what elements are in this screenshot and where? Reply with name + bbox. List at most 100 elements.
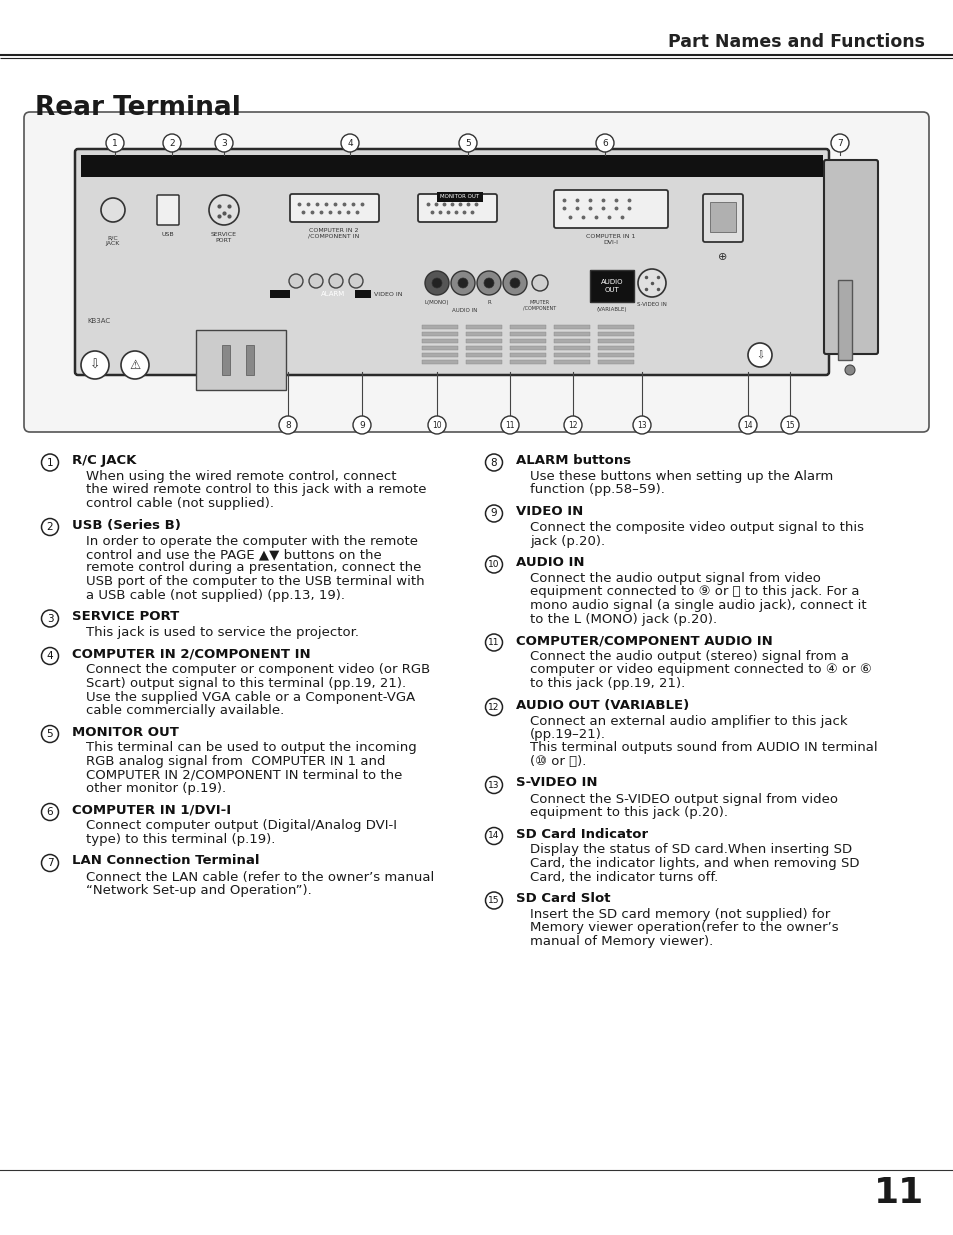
Text: other monitor (p.19).: other monitor (p.19). <box>86 782 226 795</box>
Bar <box>421 346 457 350</box>
Circle shape <box>428 416 446 433</box>
Text: computer or video equipment connected to ④ or ⑥: computer or video equipment connected to… <box>530 663 871 677</box>
Text: COMPUTER IN 2
/COMPONENT IN: COMPUTER IN 2 /COMPONENT IN <box>308 228 359 238</box>
Text: 2: 2 <box>169 138 174 147</box>
Text: Connect the audio output signal from video: Connect the audio output signal from vid… <box>530 572 820 585</box>
Text: This jack is used to service the projector.: This jack is used to service the project… <box>86 626 358 638</box>
Text: COMPUTER IN 1/DVI-I: COMPUTER IN 1/DVI-I <box>71 804 231 816</box>
Circle shape <box>844 366 854 375</box>
Text: Connect the computer or component video (or RGB: Connect the computer or component video … <box>86 663 430 677</box>
Circle shape <box>432 278 441 288</box>
Text: This terminal can be used to output the incoming: This terminal can be used to output the … <box>86 741 416 755</box>
Circle shape <box>42 454 58 471</box>
Circle shape <box>633 416 650 433</box>
Circle shape <box>278 416 296 433</box>
Text: Part Names and Functions: Part Names and Functions <box>667 33 924 51</box>
Circle shape <box>485 505 502 522</box>
Text: 4: 4 <box>47 651 53 661</box>
Circle shape <box>42 855 58 872</box>
Text: This terminal outputs sound from AUDIO IN terminal: This terminal outputs sound from AUDIO I… <box>530 741 877 755</box>
Bar <box>465 338 501 343</box>
Text: S-VIDEO IN: S-VIDEO IN <box>516 777 597 789</box>
Bar <box>195 330 286 390</box>
FancyBboxPatch shape <box>554 190 667 228</box>
Circle shape <box>42 647 58 664</box>
Text: R/C JACK: R/C JACK <box>71 454 136 467</box>
Text: 1: 1 <box>112 138 118 147</box>
Circle shape <box>353 416 371 433</box>
Text: Rear Terminal: Rear Terminal <box>35 95 240 121</box>
Text: control cable (not supplied).: control cable (not supplied). <box>86 496 274 510</box>
Text: 3: 3 <box>221 138 227 147</box>
Text: 6: 6 <box>47 806 53 818</box>
Circle shape <box>510 278 519 288</box>
FancyBboxPatch shape <box>702 194 742 242</box>
Bar <box>222 345 230 375</box>
Circle shape <box>485 892 502 909</box>
Text: AUDIO IN: AUDIO IN <box>452 308 477 312</box>
Text: Use the supplied VGA cable or a Component-VGA: Use the supplied VGA cable or a Componen… <box>86 690 415 704</box>
Bar <box>355 290 371 298</box>
Bar <box>589 270 634 303</box>
Text: 8: 8 <box>285 420 291 430</box>
Text: 4: 4 <box>347 138 353 147</box>
Text: 7: 7 <box>47 858 53 868</box>
Circle shape <box>485 827 502 845</box>
Circle shape <box>163 135 181 152</box>
Bar <box>510 353 545 357</box>
Circle shape <box>596 135 614 152</box>
Bar <box>510 338 545 343</box>
Bar <box>837 280 851 359</box>
Text: 10: 10 <box>432 420 441 430</box>
Circle shape <box>349 274 363 288</box>
Text: the wired remote control to this jack with a remote: the wired remote control to this jack wi… <box>86 483 426 496</box>
Bar <box>510 346 545 350</box>
Bar <box>598 359 634 364</box>
Text: 11: 11 <box>873 1176 923 1210</box>
Text: ALARM buttons: ALARM buttons <box>516 454 631 467</box>
Text: USB: USB <box>161 232 174 237</box>
Bar <box>554 332 589 336</box>
Bar <box>554 359 589 364</box>
Circle shape <box>532 275 547 291</box>
Text: 10: 10 <box>488 559 499 569</box>
Bar <box>510 325 545 329</box>
Bar <box>598 346 634 350</box>
Text: SD Card Slot: SD Card Slot <box>516 892 610 905</box>
Bar <box>421 353 457 357</box>
Bar <box>465 332 501 336</box>
Text: 12: 12 <box>568 420 578 430</box>
Text: cable commercially available.: cable commercially available. <box>86 704 284 718</box>
Text: 15: 15 <box>784 420 794 430</box>
Circle shape <box>830 135 848 152</box>
Text: VIDEO IN: VIDEO IN <box>516 505 582 517</box>
Circle shape <box>121 351 149 379</box>
Text: Connect the audio output (stereo) signal from a: Connect the audio output (stereo) signal… <box>530 650 848 663</box>
Text: 5: 5 <box>47 729 53 739</box>
Text: 1: 1 <box>47 457 53 468</box>
FancyBboxPatch shape <box>24 112 928 432</box>
Bar <box>554 353 589 357</box>
Bar <box>421 359 457 364</box>
Circle shape <box>483 278 494 288</box>
Circle shape <box>485 777 502 794</box>
Text: to this jack (pp.19, 21).: to this jack (pp.19, 21). <box>530 677 684 690</box>
Bar <box>598 332 634 336</box>
Text: 11: 11 <box>505 420 515 430</box>
Text: COMPUTER IN 2/COMPONENT IN: COMPUTER IN 2/COMPONENT IN <box>71 647 311 661</box>
Text: 14: 14 <box>742 420 752 430</box>
Circle shape <box>329 274 343 288</box>
Text: SERVICE PORT: SERVICE PORT <box>71 610 179 622</box>
Text: Connect the S-VIDEO output signal from video: Connect the S-VIDEO output signal from v… <box>530 793 837 805</box>
Text: a USB cable (not supplied) (pp.13, 19).: a USB cable (not supplied) (pp.13, 19). <box>86 589 345 601</box>
Circle shape <box>457 278 468 288</box>
Text: ⊕: ⊕ <box>718 252 727 262</box>
Circle shape <box>42 725 58 742</box>
Text: L(MONO): L(MONO) <box>424 300 449 305</box>
Bar <box>554 338 589 343</box>
Circle shape <box>563 416 581 433</box>
Text: (⑩ or ⑪).: (⑩ or ⑪). <box>530 755 586 768</box>
Circle shape <box>485 556 502 573</box>
Circle shape <box>309 274 323 288</box>
Circle shape <box>81 351 109 379</box>
